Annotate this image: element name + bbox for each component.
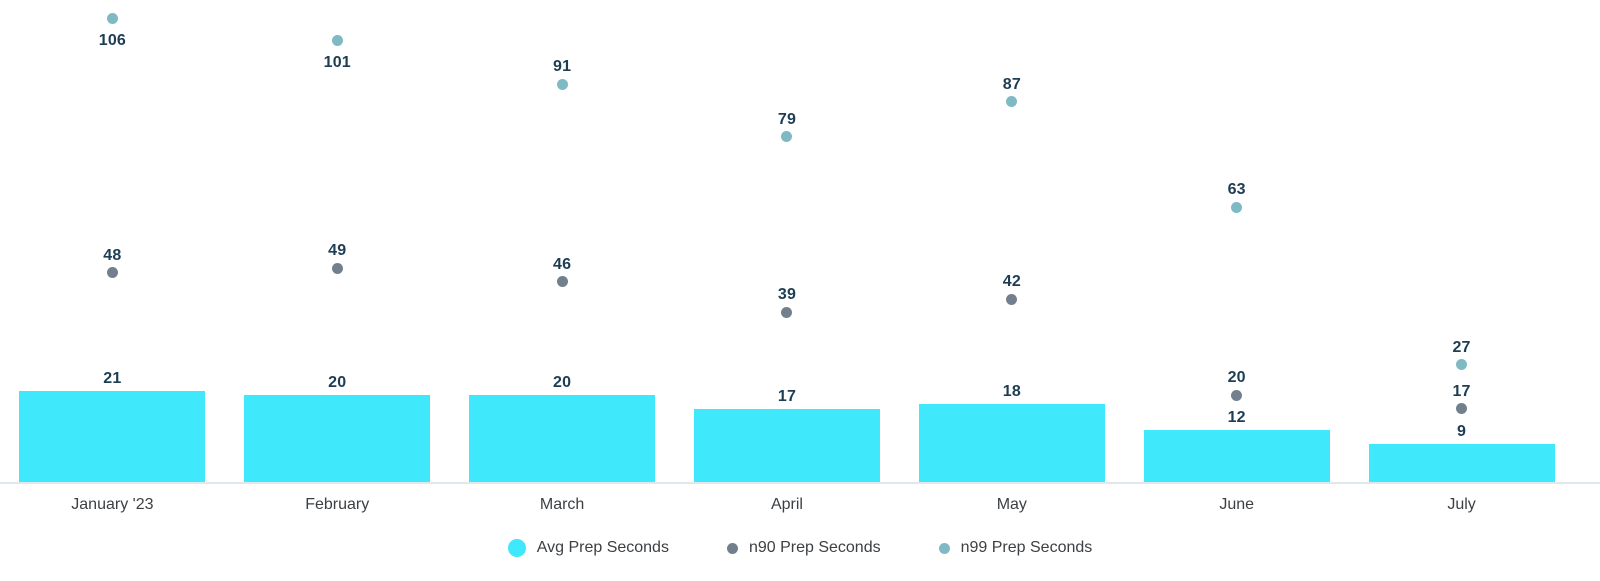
- bar-april[interactable]: [693, 408, 880, 483]
- x-tick-label-may: May: [996, 496, 1027, 513]
- x-tick-label-february: February: [305, 496, 370, 513]
- n99-point-july[interactable]: [1456, 359, 1468, 371]
- n99-value-label-february: 101: [323, 53, 351, 71]
- n99-point-march[interactable]: [556, 78, 568, 90]
- legend-label-n90-prep-seconds: n90 Prep Seconds: [748, 539, 881, 556]
- x-tick-label-april: April: [770, 496, 803, 513]
- bar-may[interactable]: [918, 404, 1105, 483]
- x-tick-label-january-23: January '23: [71, 496, 154, 513]
- bar-january-23[interactable]: [19, 391, 206, 483]
- n99-point-february[interactable]: [331, 35, 343, 47]
- legend-label-n99-prep-seconds: n99 Prep Seconds: [960, 539, 1093, 556]
- bar-june[interactable]: [1143, 430, 1330, 483]
- n90-value-label-march: 46: [553, 255, 572, 273]
- x-tick-label-july: July: [1447, 496, 1476, 513]
- legend-item-n99-prep-seconds[interactable]: n99 Prep Seconds: [938, 538, 1093, 558]
- legend-marker-n99-prep-seconds: [938, 542, 950, 554]
- n99-value-label-may: 87: [1002, 75, 1021, 93]
- n99-value-label-june: 63: [1227, 181, 1246, 199]
- n90-point-january-23[interactable]: [106, 267, 118, 279]
- legend-item-avg-prep-seconds[interactable]: Avg Prep Seconds: [507, 538, 669, 558]
- n99-value-label-july: 27: [1452, 338, 1471, 356]
- n90-value-label-april: 39: [777, 286, 797, 304]
- legend-marker-n90-prep-seconds: [726, 542, 738, 554]
- n99-point-may[interactable]: [1006, 96, 1018, 108]
- n99-point-january-23[interactable]: [106, 13, 118, 25]
- n90-point-march[interactable]: [556, 276, 568, 288]
- x-tick-label-june: June: [1219, 496, 1255, 513]
- n90-value-label-january-23: 48: [103, 246, 122, 264]
- x-tick-label-march: March: [539, 496, 585, 513]
- n90-point-april[interactable]: [781, 306, 793, 318]
- legend-label-avg-prep-seconds: Avg Prep Seconds: [536, 539, 669, 556]
- bar-july[interactable]: [1368, 443, 1555, 483]
- bar-value-label-april: 17: [777, 387, 797, 405]
- bar-value-label-january-23: 21: [103, 370, 122, 388]
- bar-value-label-may: 18: [1002, 383, 1021, 401]
- n99-point-june[interactable]: [1231, 201, 1243, 213]
- n90-value-label-june: 20: [1227, 369, 1246, 387]
- n90-point-june[interactable]: [1231, 389, 1243, 401]
- n90-point-july[interactable]: [1456, 403, 1468, 415]
- bar-value-label-june: 12: [1227, 409, 1246, 427]
- n90-point-may[interactable]: [1006, 293, 1018, 305]
- n99-value-label-april: 79: [777, 110, 797, 128]
- n90-value-label-july: 17: [1452, 382, 1471, 400]
- bar-value-label-february: 20: [328, 374, 347, 392]
- legend: Avg Prep Seconds n90 Prep Seconds n99 Prep…: [0, 538, 1600, 558]
- bar-february[interactable]: [244, 395, 431, 483]
- n99-value-label-march: 91: [553, 58, 572, 76]
- x-axis-line: [0, 482, 1600, 484]
- n90-value-label-february: 49: [328, 242, 347, 260]
- legend-item-n90-prep-seconds[interactable]: n90 Prep Seconds: [726, 538, 881, 558]
- bar-value-label-july: 9: [1456, 422, 1467, 440]
- bar-march[interactable]: [469, 395, 656, 483]
- n90-value-label-may: 42: [1002, 273, 1021, 291]
- n90-point-february[interactable]: [331, 262, 343, 274]
- bar-value-label-march: 20: [553, 374, 572, 392]
- n99-point-april[interactable]: [781, 131, 793, 143]
- legend-marker-avg-prep-seconds: [507, 539, 526, 557]
- n99-value-label-january-23: 106: [98, 31, 127, 49]
